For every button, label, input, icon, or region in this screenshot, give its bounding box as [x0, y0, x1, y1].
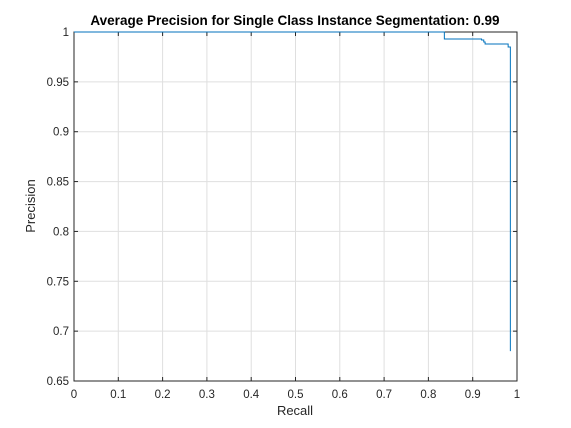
- y-tick-label: 0.85: [47, 177, 69, 189]
- series: [74, 31, 511, 352]
- y-tick-label: 0.65: [47, 376, 69, 388]
- y-tick-label: 0.95: [47, 77, 69, 89]
- x-tick-label: 0.2: [155, 389, 171, 401]
- y-axis-label: Precision: [23, 179, 38, 232]
- x-tick-label: 0.6: [332, 389, 348, 401]
- x-tick-label: 0.3: [199, 389, 215, 401]
- x-tick-label: 0: [71, 389, 77, 401]
- chart-title: Average Precision for Single Class Insta…: [90, 13, 499, 28]
- x-tick-label: 0.4: [243, 389, 260, 401]
- y-tick-label: 0.8: [53, 226, 69, 238]
- x-tick-label: 1: [514, 389, 520, 401]
- x-tick-label: 0.9: [465, 389, 481, 401]
- ticks: 0 0.1 0.2 0.3 0.4 0.5 0.6 0.7 0.8 0.9 1 0.65 0.7 0.75…: [47, 27, 521, 401]
- x-axis-label: Recall: [277, 403, 313, 418]
- y-tick-label: 0.75: [47, 276, 69, 288]
- y-tick-label: 1: [63, 27, 69, 39]
- y-tick-label: 0.9: [53, 127, 69, 139]
- precision-recall-line: [74, 31, 511, 352]
- x-tick-label: 0.8: [420, 389, 436, 401]
- grid-lines: [73, 31, 518, 382]
- x-tick-label: 0.1: [110, 389, 126, 401]
- y-tick-label: 0.7: [53, 326, 69, 338]
- x-tick-label: 0.5: [288, 389, 304, 401]
- x-tick-label: 0.7: [376, 389, 392, 401]
